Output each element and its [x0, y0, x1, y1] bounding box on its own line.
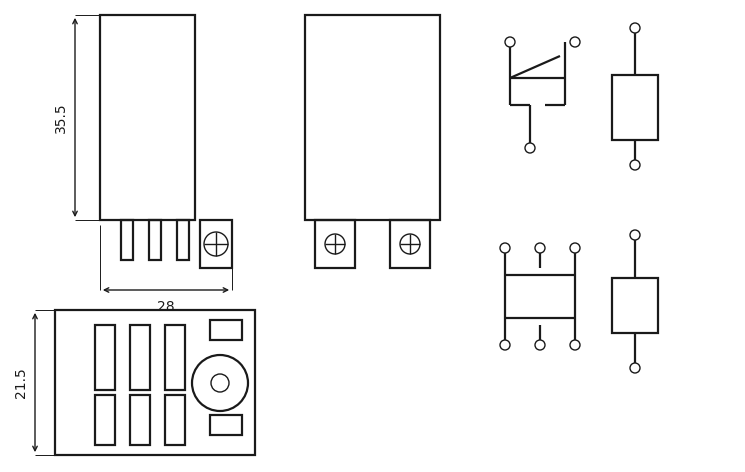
- Circle shape: [630, 363, 640, 373]
- Circle shape: [535, 340, 545, 350]
- Text: 28: 28: [157, 300, 175, 314]
- Circle shape: [500, 340, 510, 350]
- Circle shape: [535, 243, 545, 253]
- Bar: [55, 310, 255, 455]
- Text: 35.5: 35.5: [54, 102, 68, 133]
- Circle shape: [500, 243, 510, 253]
- Bar: [165, 325, 185, 390]
- Bar: [177, 220, 189, 260]
- Bar: [200, 220, 232, 268]
- Bar: [210, 415, 242, 435]
- Text: 21.5: 21.5: [14, 367, 28, 398]
- Bar: [95, 325, 115, 390]
- Bar: [315, 220, 355, 268]
- Circle shape: [570, 340, 580, 350]
- Circle shape: [505, 37, 515, 47]
- Bar: [305, 15, 440, 220]
- Bar: [149, 220, 161, 260]
- Bar: [165, 395, 185, 445]
- Bar: [612, 278, 658, 333]
- Bar: [130, 395, 150, 445]
- Bar: [390, 220, 430, 268]
- Circle shape: [630, 23, 640, 33]
- Bar: [95, 395, 115, 445]
- Circle shape: [630, 230, 640, 240]
- Circle shape: [525, 143, 535, 153]
- Circle shape: [570, 243, 580, 253]
- Circle shape: [630, 160, 640, 170]
- Bar: [121, 220, 133, 260]
- Circle shape: [570, 37, 580, 47]
- Bar: [130, 325, 150, 390]
- Bar: [100, 15, 195, 220]
- Bar: [612, 75, 658, 140]
- Bar: [210, 320, 242, 340]
